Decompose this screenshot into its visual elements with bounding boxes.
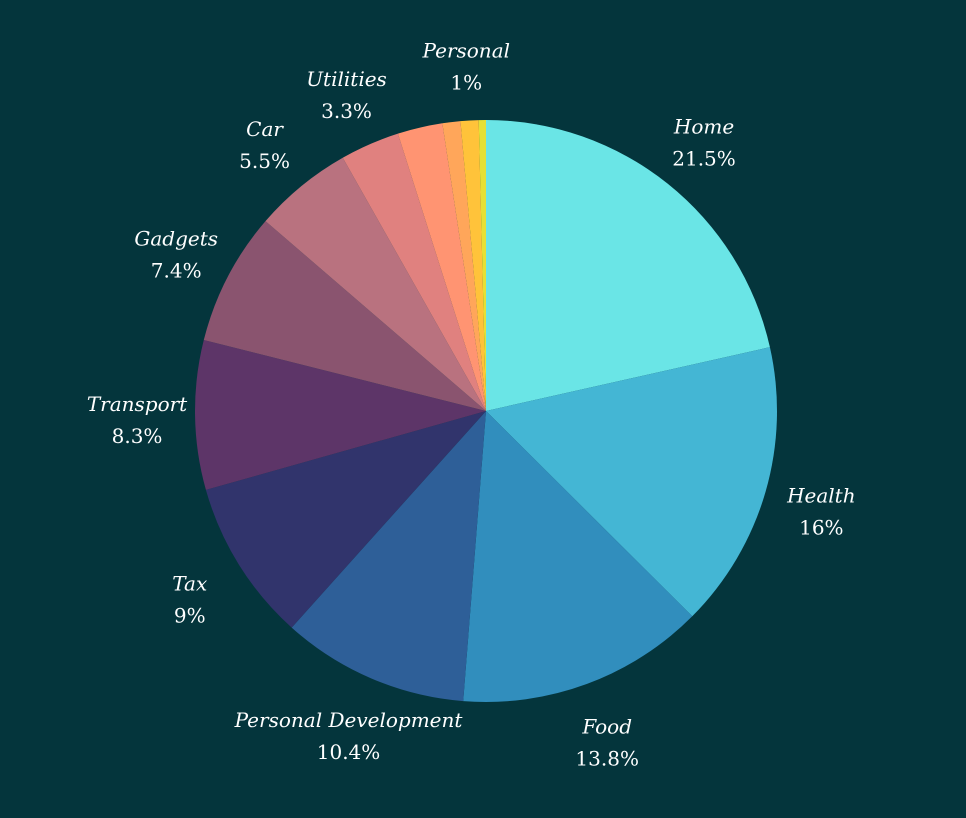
slice-value-personal: 1% [450,71,482,95]
slice-label-group-health: Health 16% [786,484,856,540]
pie-slice-food [463,411,693,703]
slice-label-personal-development: Personal Development [234,708,464,732]
pie-slice-unlabeled-9 [397,123,486,411]
slice-label-group-tax: Tax 9% [172,572,207,628]
pie-slice-gadgets [203,221,486,411]
pie-slice-tax [205,411,486,628]
slice-value-tax: 9% [174,604,206,628]
pie-slice-health [486,347,777,617]
slice-value-gadgets: 7.4% [151,258,202,282]
slice-value-personal-development: 10.4% [317,740,381,764]
slice-label-gadgets: Gadgets [134,226,218,250]
slice-value-home: 21.5% [672,146,736,170]
slice-label-car: Car [246,117,284,141]
slice-label-tax: Tax [172,572,207,596]
pie-slice-personal-development [291,411,486,702]
pie-slice-transport [195,340,486,490]
pie-slice-unlabeled-10 [442,121,486,412]
pie-slice-home [486,120,770,411]
slice-value-car: 5.5% [239,149,290,173]
slice-label-personal: Personal [422,39,510,63]
slice-label-transport: Transport [87,392,188,416]
slice-label-group-food: Food 13.8% [575,714,639,770]
slice-value-utilities: 3.3% [321,99,372,123]
slice-value-food: 13.8% [575,746,639,770]
slice-label-home: Home [673,114,734,138]
slice-label-food: Food [581,714,632,738]
slice-label-group-utilities: Utilities 3.3% [306,67,387,123]
slice-label-utilities: Utilities [306,67,387,91]
slice-label-group-personal-development: Personal Development 10.4% [234,708,464,764]
slice-value-transport: 8.3% [112,424,163,448]
slice-label-group-transport: Transport 8.3% [87,392,188,448]
pie-slice-personal [460,120,486,411]
pie-slice-unlabeled-12 [478,120,486,411]
pie-slice-car [265,157,486,411]
slice-label-group-personal: Personal 1% [422,39,510,95]
slice-label-group-home: Home 21.5% [672,114,736,170]
slice-value-health: 16% [799,516,843,540]
pie-slice-utilities [342,133,486,412]
slice-label-group-gadgets: Gadgets 7.4% [134,226,218,282]
slice-label-group-car: Car 5.5% [239,117,290,173]
slice-label-health: Health [786,484,856,508]
